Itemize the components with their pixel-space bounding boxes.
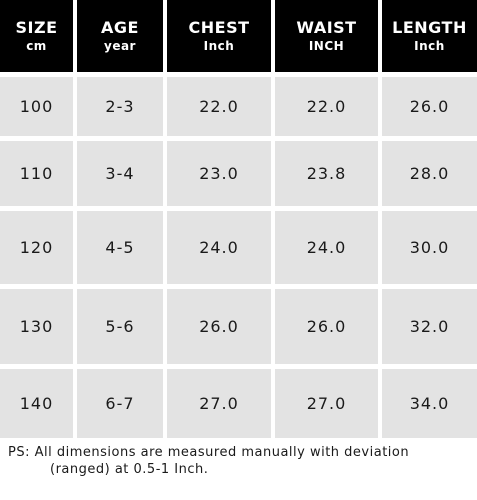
cell-chest: 27.0 [167, 369, 271, 438]
cell-chest: 23.0 [167, 141, 271, 206]
note-line-2: (ranged) at 0.5-1 Inch. [50, 462, 209, 477]
note-line-1: PS: All dimensions are measured manually… [8, 445, 410, 460]
header-age-label: AGE [101, 18, 139, 37]
header-chest-label: CHEST [188, 18, 250, 37]
header-length: LENGTH Inch [382, 0, 477, 72]
header-size: SIZE cm [0, 0, 73, 72]
table-row: 120 4-5 24.0 24.0 30.0 [0, 211, 477, 284]
header-chest-unit: Inch [203, 39, 235, 53]
cell-size: 100 [0, 77, 73, 136]
table-row: 140 6-7 27.0 27.0 34.0 [0, 369, 477, 438]
measurement-note: PS: All dimensions are measured manually… [8, 444, 474, 478]
cell-size: 140 [0, 369, 73, 438]
table-row: 100 2-3 22.0 22.0 26.0 [0, 77, 477, 136]
cell-length: 30.0 [382, 211, 477, 284]
cell-length: 26.0 [382, 77, 477, 136]
table-header-row: SIZE cm AGE year CHEST Inch WAIST INCH L… [0, 0, 477, 72]
cell-length: 34.0 [382, 369, 477, 438]
cell-chest: 24.0 [167, 211, 271, 284]
cell-age: 5-6 [77, 289, 163, 364]
cell-waist: 23.8 [275, 141, 378, 206]
header-age-unit: year [104, 39, 136, 53]
table-row: 130 5-6 26.0 26.0 32.0 [0, 289, 477, 364]
cell-length: 28.0 [382, 141, 477, 206]
cell-waist: 24.0 [275, 211, 378, 284]
cell-waist: 26.0 [275, 289, 378, 364]
header-age: AGE year [77, 0, 163, 72]
cell-age: 2-3 [77, 77, 163, 136]
header-length-label: LENGTH [392, 18, 467, 37]
cell-chest: 22.0 [167, 77, 271, 136]
cell-waist: 27.0 [275, 369, 378, 438]
cell-size: 110 [0, 141, 73, 206]
cell-age: 4-5 [77, 211, 163, 284]
header-size-unit: cm [26, 39, 47, 53]
cell-size: 130 [0, 289, 73, 364]
header-waist-unit: INCH [308, 39, 345, 53]
header-waist-label: WAIST [296, 18, 357, 37]
cell-age: 6-7 [77, 369, 163, 438]
cell-waist: 22.0 [275, 77, 378, 136]
cell-age: 3-4 [77, 141, 163, 206]
header-length-unit: Inch [414, 39, 445, 53]
header-size-label: SIZE [15, 18, 58, 37]
cell-length: 32.0 [382, 289, 477, 364]
header-waist: WAIST INCH [275, 0, 378, 72]
cell-chest: 26.0 [167, 289, 271, 364]
cell-size: 120 [0, 211, 73, 284]
header-chest: CHEST Inch [167, 0, 271, 72]
table-row: 110 3-4 23.0 23.8 28.0 [0, 141, 477, 206]
